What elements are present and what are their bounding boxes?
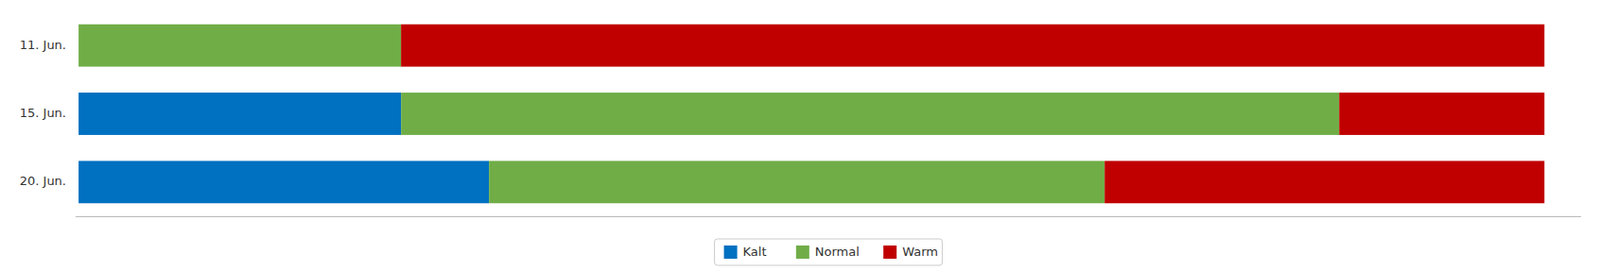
bar-segment (1339, 92, 1545, 136)
y-tick-label: 15. Jun. (19, 105, 67, 121)
legend: Kalt Normal Warm (714, 239, 943, 266)
bar-segment (400, 24, 1545, 68)
legend-swatch (724, 245, 738, 260)
bar-segment (1104, 160, 1545, 204)
bar-segment (400, 92, 1340, 136)
bar-segment (78, 92, 401, 136)
chart-container: 11. Jun. 15. Jun. 20. Jun. Kalt Normal Warm (0, 0, 1600, 271)
legend-label: Kalt (743, 244, 767, 260)
legend-box (714, 239, 943, 266)
bar-segment (488, 160, 1105, 204)
chart-svg: 11. Jun. 15. Jun. 20. Jun. Kalt Normal Warm (0, 0, 1600, 271)
legend-swatch (883, 245, 897, 260)
legend-label: Normal (815, 244, 860, 260)
x-axis-line (75, 216, 1582, 218)
bar-segment (78, 160, 489, 204)
legend-swatch (796, 245, 810, 260)
y-tick-label: 11. Jun. (19, 37, 67, 53)
bars (78, 24, 1545, 205)
y-tick-label: 20. Jun. (19, 173, 67, 189)
legend-label: Warm (902, 244, 939, 260)
bar-segment (78, 24, 401, 68)
